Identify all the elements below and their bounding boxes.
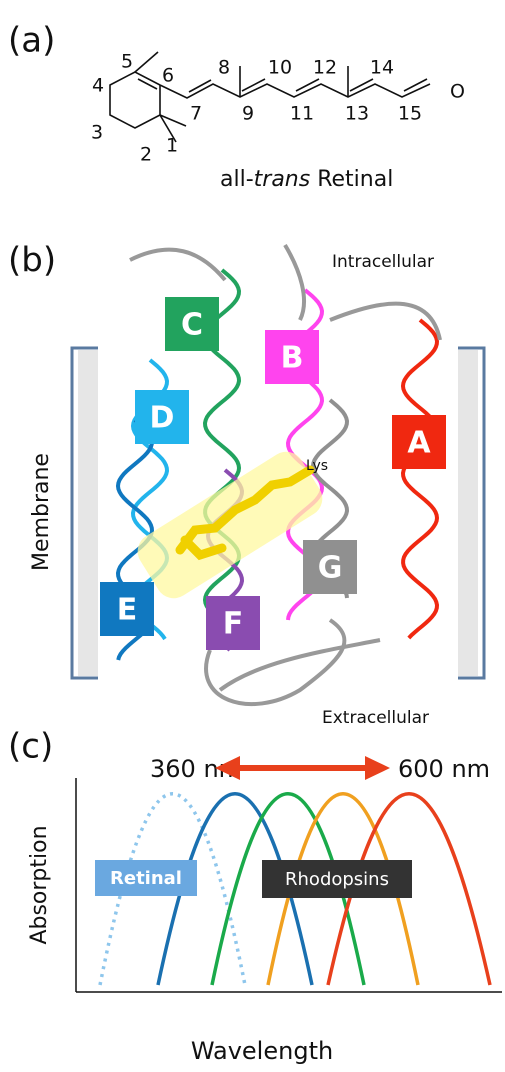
atom-number: 11 [290,103,314,125]
panel-label: (a) [8,21,55,61]
atom-number: 15 [398,103,422,125]
lysine-label: Lys [306,458,328,474]
caption-text: Retinal [310,167,393,192]
helix-label: E [117,593,138,628]
rhodopsins-label: Rhodopsins [285,869,389,890]
atom-number: 13 [345,103,369,125]
intracellular-label: Intracellular [332,252,434,272]
retinal-highlight [131,445,329,605]
atom-number: 2 [140,144,152,166]
panel-label: (c) [8,727,53,767]
atom-number: 8 [218,57,230,79]
caption-italic: trans [254,167,311,192]
atom-number: 5 [121,51,133,73]
atom-number: 7 [190,103,202,125]
atom-number: 10 [268,57,292,79]
helix-label: B [281,341,304,376]
y-axis-label: Absorption [27,825,52,944]
helix-label: D [150,401,175,436]
extracellular-label: Extracellular [322,708,429,728]
helix-label: C [181,308,203,343]
membrane-label: Membrane [29,453,54,571]
atom-number: 4 [92,75,104,97]
caption-text: all- [220,167,254,192]
helix-ribbon [403,320,437,638]
atom-number: 12 [313,57,337,79]
retinal-label: Retinal [110,868,182,889]
x-axis-label: Wavelength [191,1037,333,1065]
figure: (a) 123456789101112131415 O all-trans Re… [0,0,505,1072]
molecule-caption: all-trans Retinal [220,167,393,192]
oxygen-label: O [450,81,465,103]
helix-label: G [318,551,343,586]
helix-label: A [407,426,431,461]
helix-label: F [223,607,244,642]
atom-number: 14 [370,57,394,79]
atom-number: 3 [91,122,103,144]
atom-number: 9 [242,103,254,125]
long-wavelength-label: 600 nm [398,755,490,783]
panel-label: (b) [8,241,56,281]
atom-number: 1 [166,135,178,157]
atom-number: 6 [162,65,174,87]
